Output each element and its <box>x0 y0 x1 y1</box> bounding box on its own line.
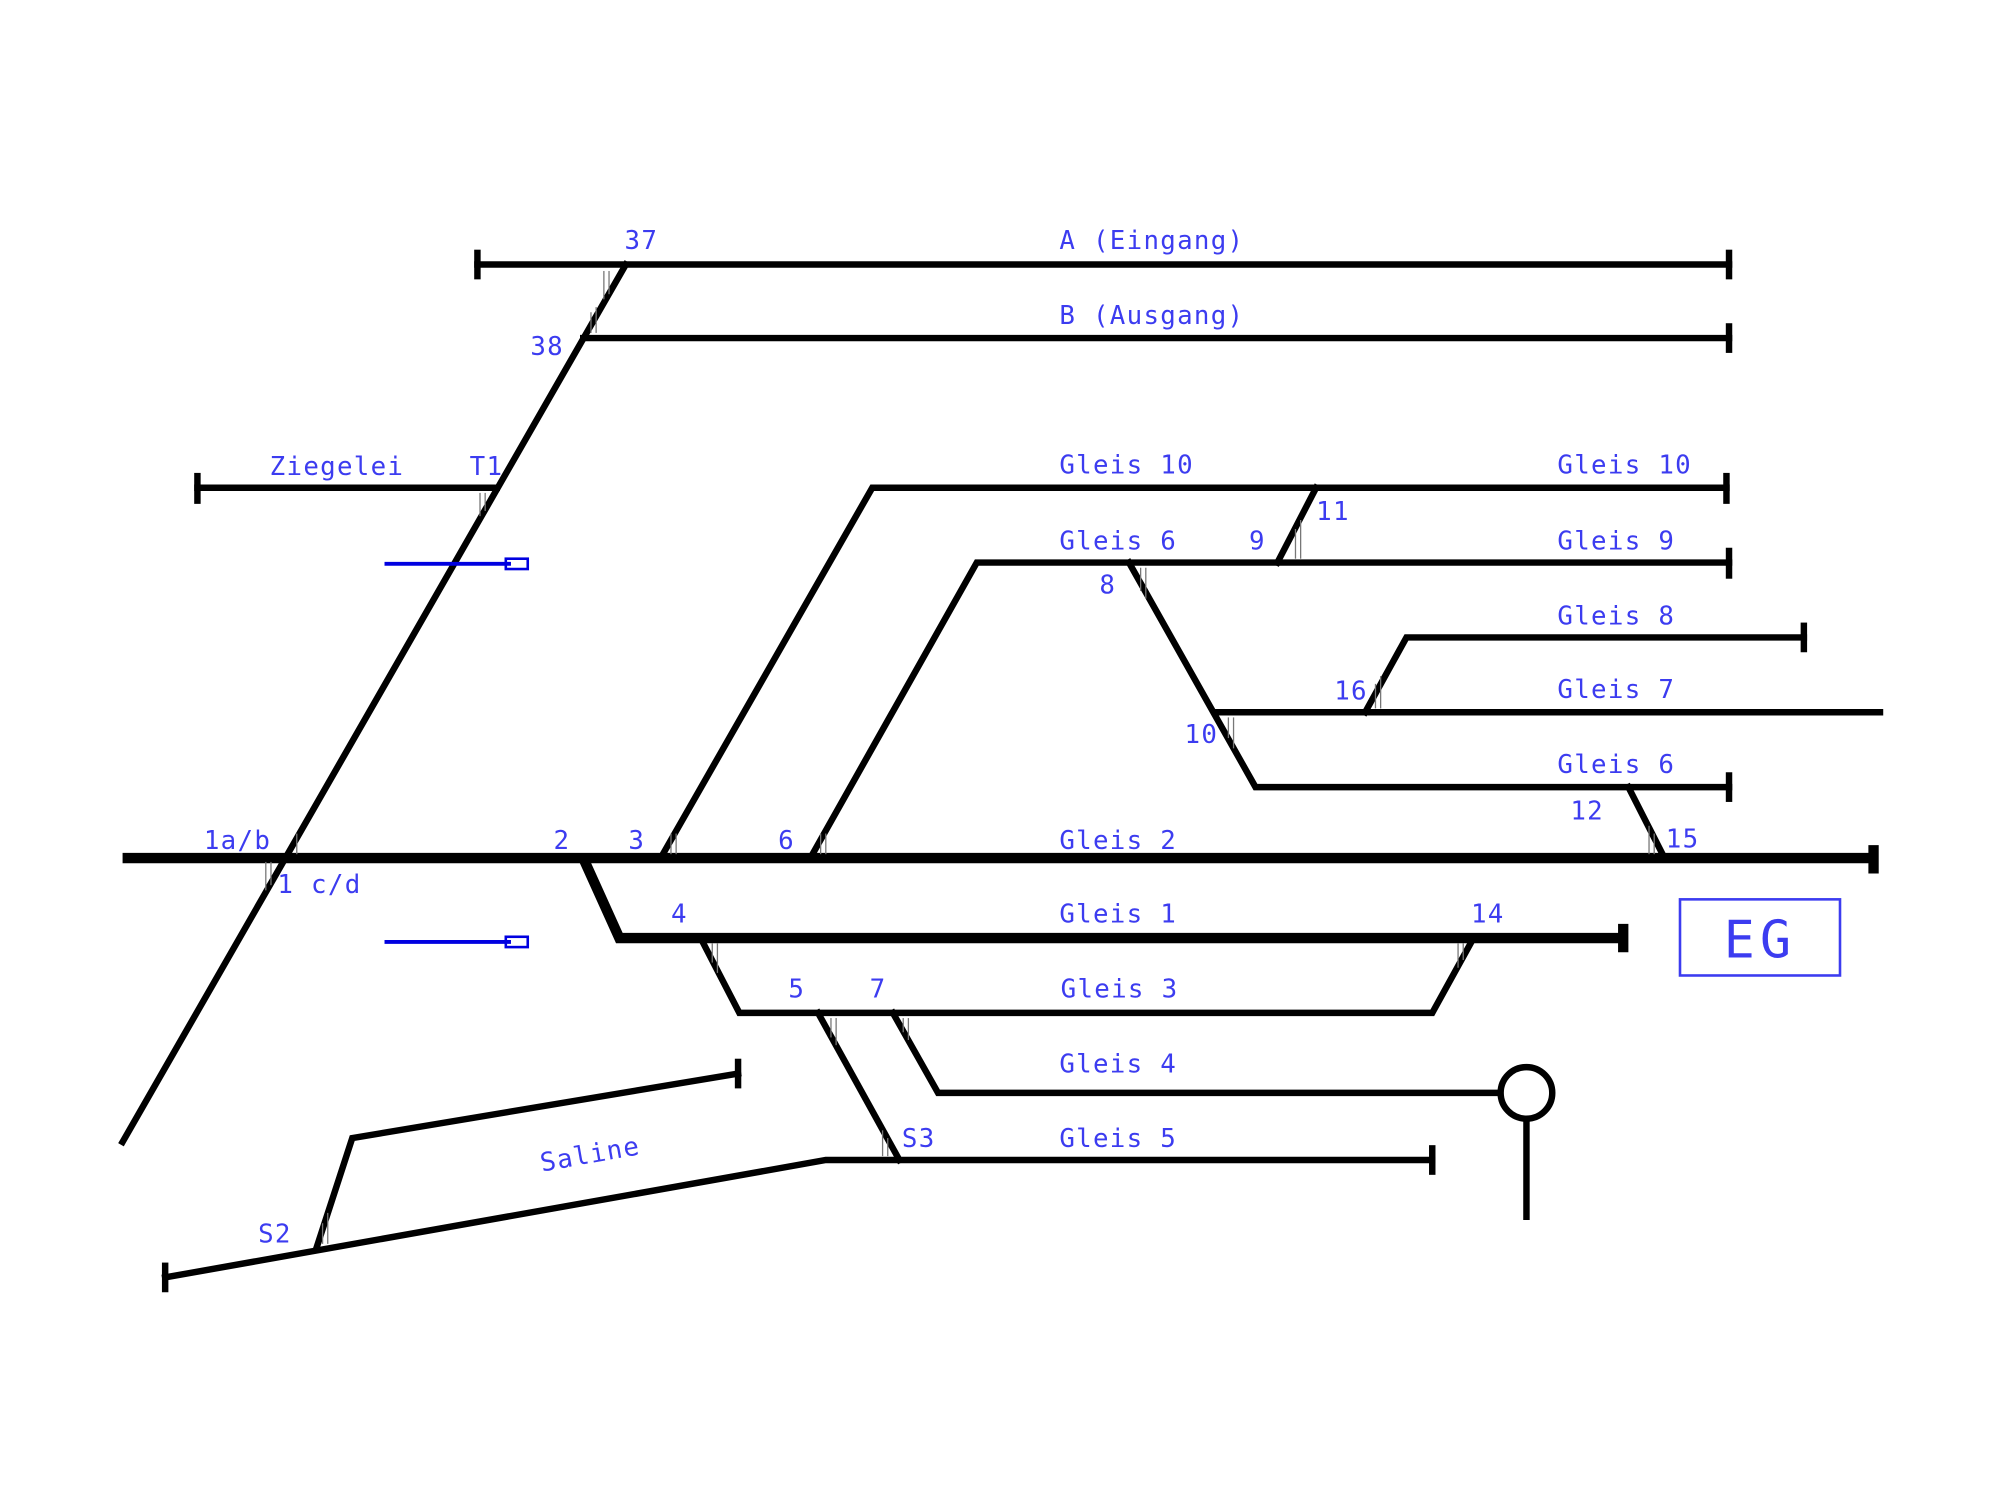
track-label: Gleis 7 <box>1557 675 1675 705</box>
track-label: Gleis 8 <box>1557 602 1675 632</box>
switch-label: T1 <box>470 452 504 482</box>
track-label: Gleis 4 <box>1059 1049 1177 1079</box>
tracks <box>118 249 1884 1293</box>
track-label: Gleis 2 <box>1059 826 1177 856</box>
track-label: Gleis 6 <box>1059 527 1177 557</box>
switch-label: 38 <box>530 332 564 362</box>
track-label: Gleis 10 <box>1059 451 1194 481</box>
track-label: Gleis 3 <box>1061 974 1179 1004</box>
track-label: Ziegelei <box>270 452 405 482</box>
switch-label: 1 c/d <box>277 870 361 900</box>
switch-label: S3 <box>902 1124 936 1154</box>
station-label: EG <box>1724 910 1796 970</box>
switch-label: 16 <box>1334 676 1368 706</box>
switch-label: 37 <box>625 226 659 256</box>
switch-label: 6 <box>778 826 795 856</box>
switch-label: 3 <box>628 826 645 856</box>
track-label: A (Eingang) <box>1059 226 1244 256</box>
switch-label: 11 <box>1316 497 1350 527</box>
track-label: Gleis 10 <box>1557 451 1692 481</box>
track-label: Gleis 5 <box>1059 1124 1177 1154</box>
track-label: Saline <box>538 1131 643 1178</box>
switch-label: 1a/b <box>204 826 271 856</box>
track-label: Gleis 1 <box>1059 900 1177 930</box>
switch-label: 7 <box>870 974 887 1004</box>
track-label: Gleis 9 <box>1557 527 1675 557</box>
track-label: B (Ausgang) <box>1059 301 1244 331</box>
switch-label: 12 <box>1570 796 1604 826</box>
switch-label: 5 <box>788 974 805 1004</box>
track-label: Gleis 6 <box>1557 750 1675 780</box>
switch-label: 9 <box>1249 527 1266 557</box>
switch-label: S2 <box>258 1220 292 1250</box>
switch-label: 14 <box>1471 900 1505 930</box>
switch-label: 8 <box>1099 571 1116 601</box>
labels: A (Eingang) B (Ausgang) Ziegelei Gleis 1… <box>204 226 1796 1250</box>
switch-hatching <box>265 270 1655 1244</box>
switch-label: 2 <box>554 826 571 856</box>
switch-label: 15 <box>1666 825 1700 855</box>
switch-label: 10 <box>1185 720 1219 750</box>
switch-label: 4 <box>671 900 688 930</box>
